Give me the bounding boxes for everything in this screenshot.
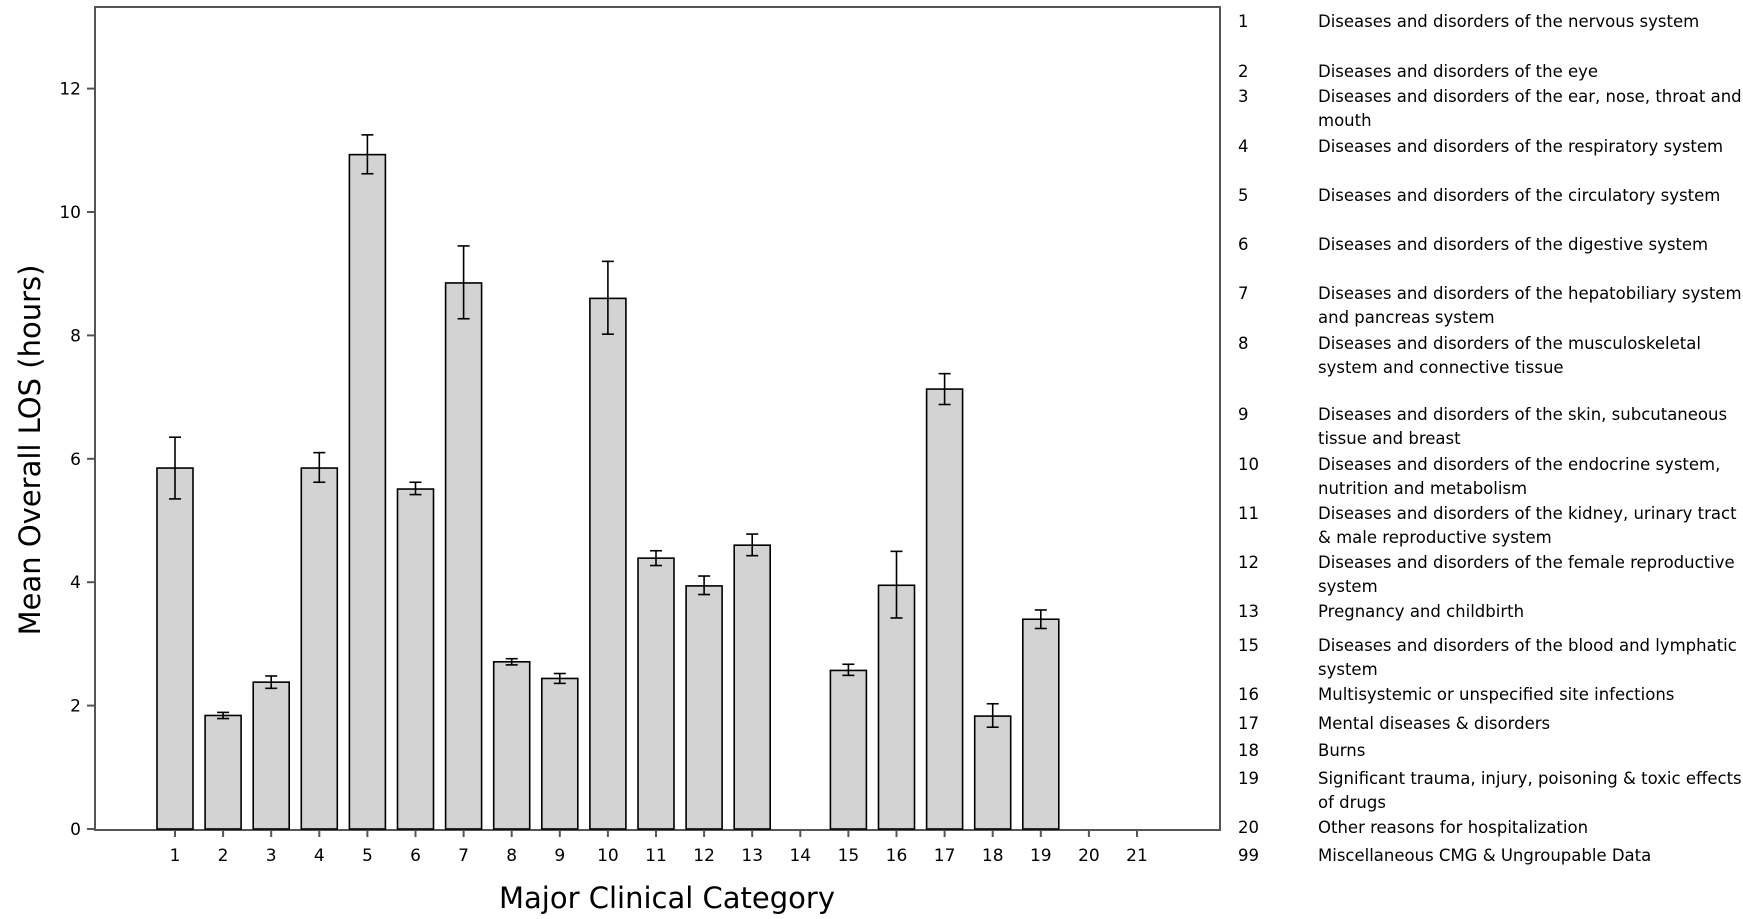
legend-code: 13 bbox=[1238, 602, 1259, 621]
y-tick-label: 10 bbox=[59, 203, 81, 223]
x-tick-label: 15 bbox=[838, 846, 860, 866]
bar bbox=[252, 681, 290, 830]
x-tick-label: 7 bbox=[458, 846, 469, 866]
legend-description: Diseases and disorders of the digestive … bbox=[1318, 235, 1709, 254]
legend-code: 3 bbox=[1238, 87, 1249, 106]
legend-description: Significant trauma, injury, poisoning & … bbox=[1318, 769, 1742, 812]
bar bbox=[444, 282, 483, 830]
bar bbox=[829, 669, 868, 830]
legend-description: Diseases and disorders of the nervous sy… bbox=[1318, 12, 1700, 31]
x-tick-label: 14 bbox=[789, 846, 811, 866]
legend-code: 11 bbox=[1238, 504, 1259, 523]
legend-description: Other reasons for hospitalization bbox=[1318, 818, 1589, 837]
legend-description: Multisystemic or unspecified site infect… bbox=[1318, 685, 1675, 704]
x-axis-title: Major Clinical Category bbox=[499, 881, 835, 915]
y-tick-label: 6 bbox=[70, 450, 81, 470]
legend-description: Diseases and disorders of the blood and … bbox=[1318, 636, 1737, 679]
legend-description: Diseases and disorders of the respirator… bbox=[1318, 137, 1724, 156]
legend-code: 16 bbox=[1238, 685, 1259, 704]
x-tick-label: 16 bbox=[886, 846, 908, 866]
y-tick-label: 0 bbox=[70, 820, 81, 840]
legend-code: 15 bbox=[1238, 636, 1259, 655]
bar bbox=[300, 467, 339, 830]
legend-code: 7 bbox=[1238, 284, 1249, 303]
bar bbox=[733, 544, 772, 830]
legend-description: Burns bbox=[1318, 741, 1366, 760]
x-tick-label: 17 bbox=[934, 846, 956, 866]
legend-description: Diseases and disorders of the eye bbox=[1318, 62, 1599, 81]
legend-code: 6 bbox=[1238, 235, 1249, 254]
bar bbox=[348, 153, 387, 830]
y-axis-title: Mean Overall LOS (hours) bbox=[13, 265, 47, 636]
legend-code: 20 bbox=[1238, 818, 1259, 837]
legend-description: Pregnancy and childbirth bbox=[1318, 602, 1525, 621]
legend-description: Diseases and disorders of the kidney, ur… bbox=[1318, 504, 1737, 547]
bar bbox=[637, 557, 675, 830]
y-tick-label: 2 bbox=[70, 697, 81, 717]
x-tick-label: 2 bbox=[218, 846, 229, 866]
bar bbox=[204, 714, 242, 830]
x-tick-label: 4 bbox=[314, 846, 325, 866]
x-axis: 1 2 3 4 5 6 7 8 9 10 11 12 13 14 15 16 17 18 19 20 21 bbox=[170, 829, 1148, 866]
x-tick-label: 1 bbox=[170, 846, 181, 866]
x-tick-label: 9 bbox=[554, 846, 565, 866]
legend-code: 9 bbox=[1238, 405, 1249, 424]
x-tick-label: 3 bbox=[266, 846, 277, 866]
legend-description: Diseases and disorders of the hepatobili… bbox=[1318, 284, 1742, 327]
legend-description: Diseases and disorders of the endocrine … bbox=[1318, 455, 1721, 498]
legend-code: 4 bbox=[1238, 137, 1249, 156]
legend-description: Diseases and disorders of the female rep… bbox=[1318, 553, 1735, 596]
bar bbox=[877, 584, 916, 830]
bar bbox=[1021, 618, 1060, 830]
x-tick-label: 11 bbox=[645, 846, 667, 866]
legend-code: 17 bbox=[1238, 714, 1259, 733]
legend-code: 19 bbox=[1238, 769, 1259, 788]
legend-code: 99 bbox=[1238, 846, 1259, 865]
x-tick-label: 8 bbox=[506, 846, 517, 866]
legend-code: 1 bbox=[1238, 12, 1249, 31]
x-tick-label: 13 bbox=[741, 846, 763, 866]
legend-description: Diseases and disorders of the skin, subc… bbox=[1318, 405, 1728, 448]
x-tick-label: 19 bbox=[1030, 846, 1052, 866]
bar bbox=[685, 585, 723, 830]
x-tick-label: 18 bbox=[982, 846, 1004, 866]
bar bbox=[540, 677, 579, 830]
bar bbox=[492, 660, 531, 830]
x-tick-label: 10 bbox=[597, 846, 619, 866]
y-tick-label: 12 bbox=[59, 80, 81, 100]
bar bbox=[973, 715, 1012, 830]
legend-description: Diseases and disorders of the musculoske… bbox=[1318, 334, 1701, 377]
x-tick-label: 5 bbox=[362, 846, 373, 866]
x-tick-label: 20 bbox=[1078, 846, 1100, 866]
y-tick-label: 4 bbox=[70, 573, 81, 593]
x-tick-label: 21 bbox=[1126, 846, 1148, 866]
legend-description: Diseases and disorders of the ear, nose,… bbox=[1318, 87, 1742, 130]
y-tick-label: 8 bbox=[70, 326, 81, 346]
error-bars bbox=[169, 134, 1047, 728]
bar bbox=[925, 388, 964, 830]
legend-description: Miscellaneous CMG & Ungroupable Data bbox=[1318, 846, 1652, 865]
legend-code: 5 bbox=[1238, 186, 1249, 205]
x-tick-label: 6 bbox=[410, 846, 421, 866]
bar bbox=[589, 297, 627, 830]
legend-code: 2 bbox=[1238, 62, 1249, 81]
legend-code: 8 bbox=[1238, 334, 1249, 353]
x-tick-label: 12 bbox=[693, 846, 715, 866]
legend-code: 12 bbox=[1238, 553, 1259, 572]
legend-code: 10 bbox=[1238, 455, 1259, 474]
y-axis: 0 2 4 6 8 10 12 bbox=[59, 80, 95, 840]
bars bbox=[156, 153, 1060, 830]
legend-code: 18 bbox=[1238, 741, 1259, 760]
bar bbox=[156, 467, 194, 830]
legend-description: Mental diseases & disorders bbox=[1318, 714, 1551, 733]
legend-description: Diseases and disorders of the circulator… bbox=[1318, 186, 1721, 205]
bar bbox=[396, 488, 435, 830]
plot-frame bbox=[94, 6, 1221, 831]
